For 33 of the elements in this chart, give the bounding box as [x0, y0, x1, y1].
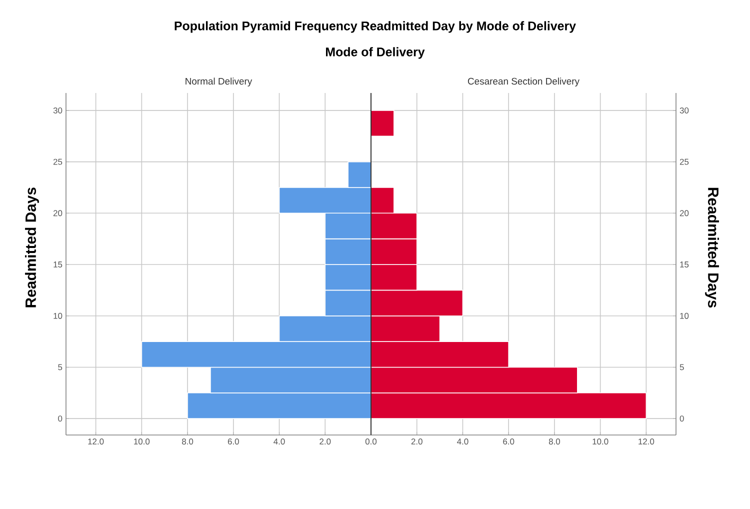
- x-tick-label: 2.0: [411, 438, 422, 445]
- y-tick-label: 5: [58, 364, 62, 370]
- y-tick-label: 5: [680, 364, 684, 370]
- x-tick-label: 4.0: [457, 438, 468, 445]
- y-tick-label: 25: [53, 158, 62, 165]
- y-axis-title: Readmitted Days: [25, 188, 39, 308]
- x-tick-label: 10.0: [592, 438, 608, 445]
- y-tick-label: 15: [54, 262, 62, 268]
- text: Cesarean Section Delivery: [468, 78, 580, 86]
- x-tick-label: 12.0: [638, 438, 654, 445]
- x-tick-label: 8.0: [548, 438, 560, 445]
- x-tick-label: 12.0: [88, 438, 104, 445]
- y-tick-label: 25: [680, 158, 689, 165]
- x-tick-label: 2.0: [320, 438, 331, 445]
- text: Normal Delivery: [186, 78, 252, 86]
- y-tick-label: 30: [680, 107, 689, 114]
- x-tick-label: 10.0: [134, 438, 150, 445]
- y-tick-label: 10: [54, 312, 62, 319]
- x-tick-label: 6.0: [228, 438, 239, 445]
- y-tick-label: 30: [53, 107, 62, 114]
- y-tick-label: 10: [680, 312, 689, 319]
- x-tick-label: 6.0: [503, 438, 514, 445]
- x-tick-label: 0.0: [365, 438, 377, 445]
- chart-title: Population Pyramid Frequency Readmitted Day by Mode of Delivery: [174, 21, 576, 33]
- y-tick-label: 15: [680, 262, 689, 268]
- y-tick-label: 0: [58, 416, 62, 422]
- y-axis-title: Readmitted Days: [705, 188, 719, 308]
- y-tick-label: 0: [680, 416, 684, 422]
- y-tick-label: 20: [680, 210, 689, 216]
- x-tick-label: 8.0: [182, 438, 194, 445]
- x-tick-label: 4.0: [274, 438, 285, 445]
- y-tick-label: 20: [53, 210, 62, 216]
- chart-subtitle: Mode of Delivery: [326, 47, 425, 59]
